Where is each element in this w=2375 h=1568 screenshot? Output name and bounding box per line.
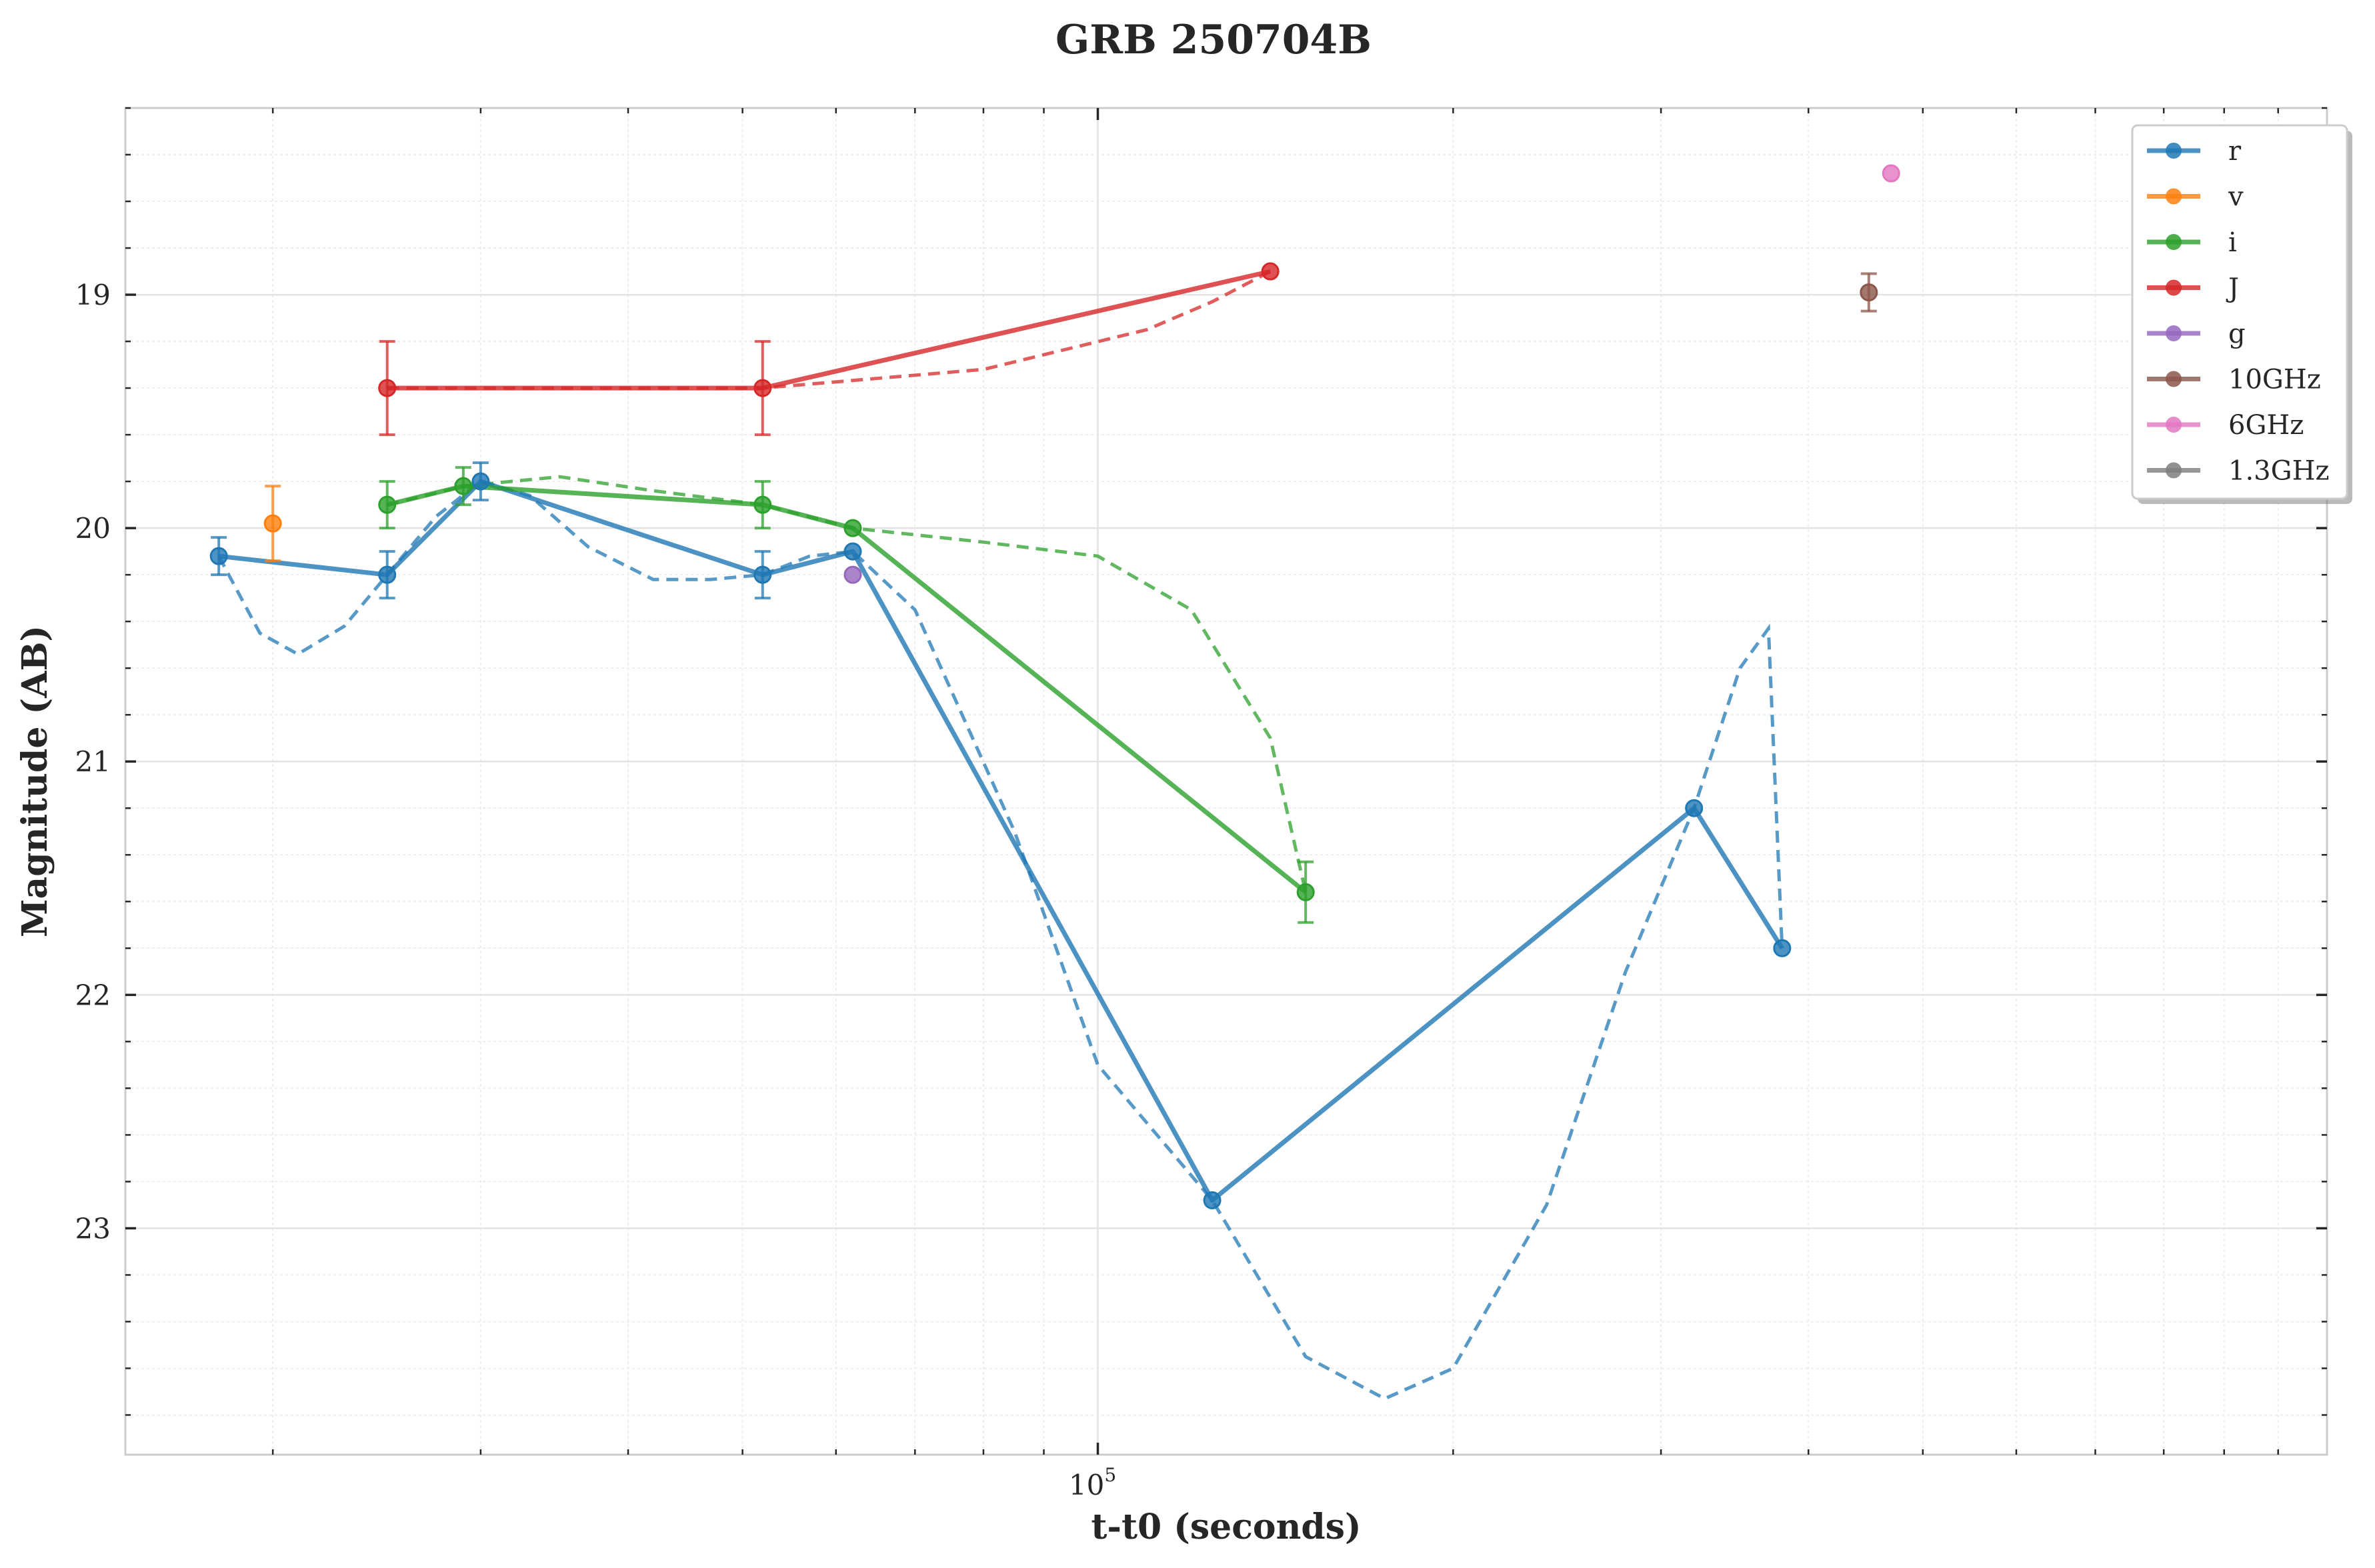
legend-box xyxy=(2131,124,2348,500)
legend-entry-10GHz[interactable]: 10GHz xyxy=(2147,365,2321,395)
y-tick-label: 22 xyxy=(75,979,111,1011)
legend-entry-i[interactable]: i xyxy=(2147,227,2237,258)
legend-label-r: r xyxy=(2228,136,2242,167)
legend-marker-10GHz xyxy=(2166,371,2182,387)
legend-entry-J[interactable]: J xyxy=(2147,273,2239,304)
series-line-r xyxy=(218,479,1784,1203)
legend-label-i: i xyxy=(2228,227,2237,258)
legend-marker-g xyxy=(2166,325,2182,341)
data-points xyxy=(209,164,1900,1209)
legend-entry-g[interactable]: g xyxy=(2147,319,2246,349)
y-tick-label: 19 xyxy=(75,279,111,311)
chart-title: GRB 250704B xyxy=(1055,17,1372,63)
data-point-r xyxy=(1685,799,1704,817)
x-tick-exponent: 5 xyxy=(1104,1464,1116,1486)
legend-label-1.3GHz: 1.3GHz xyxy=(2228,456,2330,487)
data-point-6GHz xyxy=(1882,164,1900,183)
data-point-r xyxy=(753,565,772,584)
legend-marker-6GHz xyxy=(2166,417,2182,433)
legend-label-J: J xyxy=(2226,273,2239,304)
data-point-J xyxy=(1261,262,1280,281)
legend-marker-1.3GHz xyxy=(2166,462,2182,479)
legend-marker-i xyxy=(2166,234,2182,250)
legend-marker-v xyxy=(2166,188,2182,205)
legend-label-v: v xyxy=(2228,182,2244,213)
y-tick-label: 21 xyxy=(75,745,111,778)
y-tick-label: 20 xyxy=(75,512,111,545)
legend-label-10GHz: 10GHz xyxy=(2228,365,2321,395)
x-axis-label: t-t0 (seconds) xyxy=(1091,1507,1361,1547)
data-point-i xyxy=(843,519,862,537)
plot-frame xyxy=(124,107,2328,1456)
legend-entry-v[interactable]: v xyxy=(2147,182,2244,213)
data-point-r xyxy=(843,542,862,561)
data-point-r xyxy=(1203,1191,1222,1209)
data-point-r xyxy=(378,565,397,584)
data-point-J xyxy=(753,379,772,397)
data-point-r xyxy=(1773,939,1792,957)
data-point-r xyxy=(471,472,490,491)
data-point-v xyxy=(263,514,282,533)
grid xyxy=(125,107,2327,1455)
legend-entry-6GHz[interactable]: 6GHz xyxy=(2147,410,2304,441)
data-point-10GHz xyxy=(1860,283,1878,302)
y-tick-label: 23 xyxy=(75,1212,111,1245)
legend-marker-J xyxy=(2166,279,2182,296)
legend-label-6GHz: 6GHz xyxy=(2228,410,2304,441)
data-point-i xyxy=(753,495,772,514)
y-axis-label: Magnitude (AB) xyxy=(15,625,55,937)
data-point-J xyxy=(378,379,397,397)
legend-entry-1.3GHz[interactable]: 1.3GHz xyxy=(2147,456,2330,487)
data-point-g xyxy=(843,565,862,584)
legend-marker-r xyxy=(2166,143,2182,159)
data-point-r xyxy=(209,547,228,565)
data-point-i xyxy=(378,495,397,514)
legend-label-g: g xyxy=(2228,319,2246,349)
data-point-i xyxy=(454,477,473,495)
data-point-i xyxy=(1296,883,1315,901)
legend-entry-r[interactable]: r xyxy=(2147,136,2242,167)
